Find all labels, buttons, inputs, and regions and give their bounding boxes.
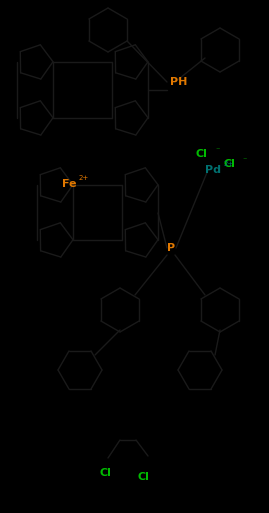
- Text: Cl: Cl: [100, 468, 112, 478]
- Text: ⁻: ⁻: [242, 155, 246, 165]
- Text: ⁻: ⁻: [215, 146, 220, 154]
- Text: Pd: Pd: [205, 165, 221, 175]
- Text: Fe: Fe: [62, 179, 76, 189]
- Text: Cl: Cl: [223, 159, 235, 169]
- Text: 2+: 2+: [224, 161, 234, 167]
- Text: PH: PH: [170, 77, 187, 87]
- Text: P: P: [167, 243, 175, 253]
- Text: 2+: 2+: [79, 175, 89, 181]
- Text: Cl: Cl: [196, 149, 208, 159]
- Text: Cl: Cl: [137, 472, 149, 482]
